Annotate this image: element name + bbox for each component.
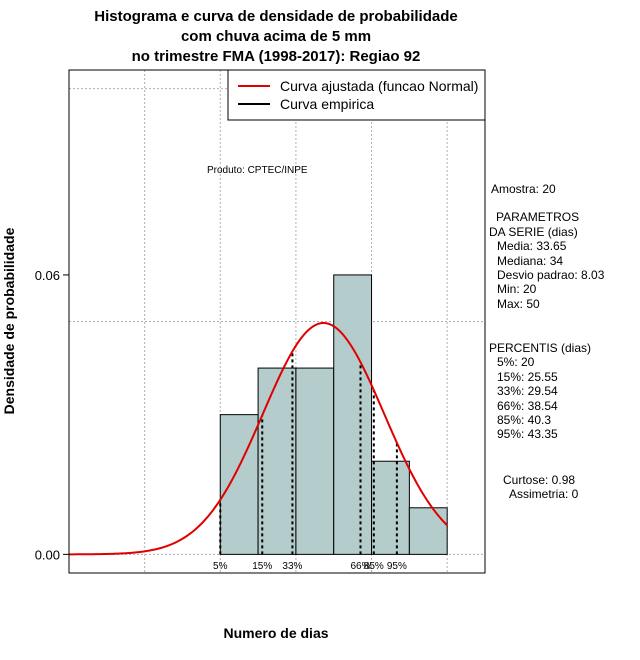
stat-param-subtitle: DA SERIE (dias) bbox=[489, 225, 578, 239]
stat-amostra: Amostra: 20 bbox=[491, 182, 556, 196]
percentile-label-2: 33% bbox=[282, 561, 302, 572]
histogram-bar-1 bbox=[257, 367, 297, 555]
stat-p5: 5%: 20 bbox=[497, 355, 535, 369]
stat-p85: 85%: 40.3 bbox=[497, 413, 551, 427]
stat-desvio: Desvio padrao: 8.03 bbox=[497, 268, 605, 282]
stat-p95: 95%: 43.35 bbox=[497, 427, 558, 441]
legend-fit-label: Curva ajustada (funcao Normal) bbox=[280, 78, 478, 94]
histogram-bar-2 bbox=[295, 367, 335, 555]
percentile-label-0: 5% bbox=[213, 561, 228, 572]
percentile-label-5: 95% bbox=[387, 561, 407, 572]
histogram-bars bbox=[219, 274, 448, 555]
stat-mediana: Mediana: 34 bbox=[497, 254, 563, 268]
legend-empirical-label: Curva empirica bbox=[280, 96, 374, 112]
stat-param-title: PARAMETROS bbox=[496, 210, 579, 224]
stat-p15: 15%: 25.55 bbox=[497, 370, 558, 384]
histogram-bar-5 bbox=[408, 507, 448, 555]
percentile-lines bbox=[219, 351, 398, 555]
stat-min: Min: 20 bbox=[497, 282, 537, 296]
producer-annotation: Produto: CPTEC/INPE bbox=[207, 165, 308, 176]
x-axis-title: Numero de dias bbox=[223, 625, 328, 641]
percentile-label-3: 66% bbox=[350, 561, 370, 572]
stats-panel: Amostra: 20 PARAMETROS DA SERIE (dias) M… bbox=[489, 182, 605, 501]
chart-title-line-1: Histograma e curva de densidade de proba… bbox=[94, 8, 457, 25]
stat-perc-title: PERCENTIS (dias) bbox=[489, 341, 591, 355]
percentile-label-4: 85% bbox=[364, 561, 384, 572]
legend-box bbox=[227, 69, 486, 121]
chart-title-line-2: com chuva acima de 5 mm bbox=[181, 28, 371, 45]
histogram-bar-3 bbox=[333, 274, 373, 555]
y-tick-label-1: 0.06 bbox=[35, 268, 60, 283]
stat-p33: 33%: 29.54 bbox=[497, 384, 558, 398]
stat-media: Media: 33.65 bbox=[497, 239, 567, 253]
stat-curtose: Curtose: 0.98 bbox=[503, 473, 575, 487]
percentile-labels: 5% 15% 33% 66%85% 95% bbox=[213, 561, 407, 572]
stat-p66: 66%: 38.54 bbox=[497, 399, 558, 413]
stat-assimetria: Assimetria: 0 bbox=[509, 487, 579, 501]
chart-title-line-3: no trimestre FMA (1998-2017): Regiao 92 bbox=[132, 48, 421, 65]
normal-fit-curve bbox=[69, 321, 448, 556]
y-tick-label-0: 0.00 bbox=[35, 547, 60, 562]
percentile-label-1: 15% bbox=[252, 561, 272, 572]
y-axis-title: Densidade de probabilidade bbox=[1, 227, 17, 414]
histogram-bar-4 bbox=[371, 460, 410, 555]
y-axis: 0.00 0.06 bbox=[35, 268, 70, 562]
legend: Curva ajustada (funcao Normal) Curva emp… bbox=[227, 69, 486, 121]
stat-max: Max: 50 bbox=[497, 297, 540, 311]
